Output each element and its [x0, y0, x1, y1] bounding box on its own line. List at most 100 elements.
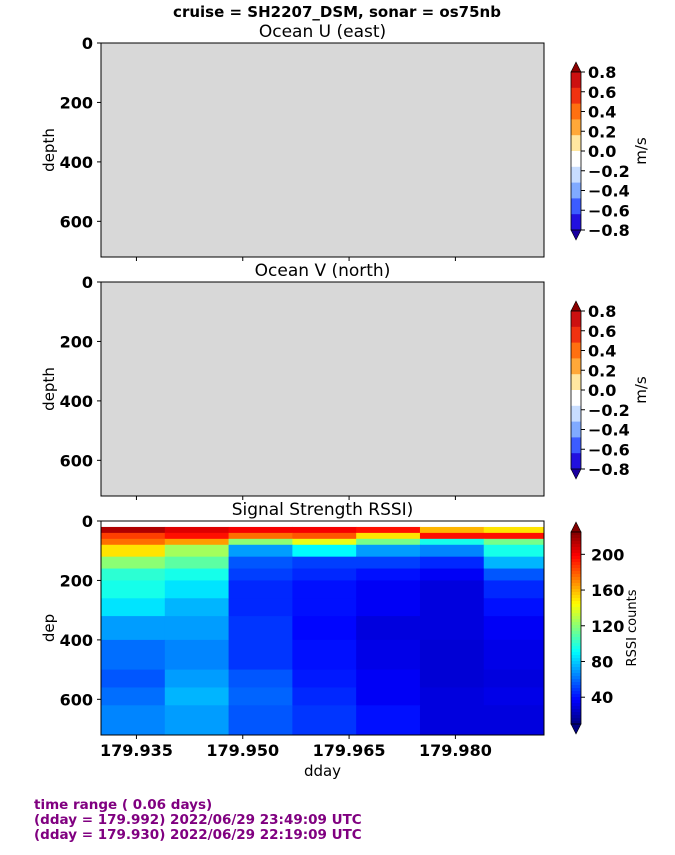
y-tick-label: 600 — [60, 690, 93, 709]
rssi-cell — [164, 616, 230, 641]
colorbar-band — [571, 661, 581, 665]
rssi-cell — [292, 687, 357, 706]
rssi-cell — [356, 687, 421, 706]
colorbar-tick-label: 0.4 — [588, 342, 616, 361]
rssi-cell — [292, 580, 357, 599]
y-tick-label: 400 — [60, 153, 93, 172]
colorbar-band — [571, 679, 581, 683]
rssi-cell — [356, 639, 421, 671]
x-tick-label: 179.980 — [419, 741, 492, 760]
x-axis-label: dday — [304, 762, 341, 780]
colorbar-band — [571, 634, 581, 638]
x-tick-label: 179.965 — [313, 741, 386, 760]
colorbar-band — [571, 374, 581, 391]
rssi-cell — [292, 532, 357, 540]
colorbar-band — [571, 198, 581, 215]
rssi-cell — [164, 669, 230, 688]
rssi-cell — [164, 598, 230, 617]
colorbar-band — [571, 598, 581, 602]
rssi-cell — [483, 669, 545, 688]
colorbar-extend-max — [570, 61, 582, 73]
colorbar-band — [571, 691, 581, 695]
plot-area-no-data — [101, 282, 544, 496]
colorbar-band — [571, 556, 581, 560]
rssi-cell — [164, 544, 230, 558]
rssi-cell — [483, 556, 545, 570]
colorbar-band — [571, 342, 581, 359]
rssi-cell — [292, 705, 357, 736]
colorbar-tick-label: −0.2 — [588, 162, 630, 181]
y-tick-label: 0 — [82, 512, 93, 531]
rssi-cell — [419, 580, 485, 599]
rssi-cell — [228, 669, 293, 688]
rssi-cell — [164, 568, 230, 581]
colorbar-tick-label: −0.4 — [588, 421, 630, 440]
plot-frame — [100, 42, 545, 258]
colorbar-band — [571, 586, 581, 590]
rssi-cell — [419, 598, 485, 617]
colorbar-extend-min — [570, 229, 582, 241]
rssi-cell — [228, 556, 293, 570]
colorbar-band — [571, 553, 581, 557]
rssi-cell — [101, 538, 166, 546]
colorbar-band — [571, 562, 581, 566]
colorbar-band — [571, 721, 581, 725]
colorbar-band — [571, 72, 581, 89]
rssi-cell — [419, 669, 485, 688]
rssi-cell — [292, 544, 357, 558]
colorbar-band — [571, 547, 581, 551]
rssi-cell — [356, 532, 421, 540]
colorbar-band — [571, 390, 581, 407]
x-tick-label: 179.950 — [206, 741, 279, 760]
colorbar-label: RSSI counts — [625, 589, 640, 666]
colorbar-band — [571, 358, 581, 375]
colorbar-tick-label: 40 — [591, 688, 613, 707]
rssi-cell — [356, 598, 421, 617]
rssi-cell — [228, 544, 293, 558]
rssi-cell — [483, 538, 545, 546]
colorbar-tick-label: 0.8 — [588, 302, 616, 321]
rssi-cell — [483, 532, 545, 540]
rssi-cell — [292, 598, 357, 617]
rssi-cell — [483, 526, 545, 534]
rssi-cell — [419, 687, 485, 706]
rssi-cell — [101, 544, 166, 558]
rssi-cell — [292, 526, 357, 534]
rssi-cell — [101, 532, 166, 540]
colorbar-frame — [570, 531, 582, 725]
y-tick-label: 600 — [60, 212, 93, 231]
rssi-cell — [101, 687, 166, 706]
colorbar-band — [571, 87, 581, 104]
colorbar-band — [571, 694, 581, 698]
colorbar-tick-label: −0.4 — [588, 182, 630, 201]
y-tick-label: 600 — [60, 451, 93, 470]
rssi-cell — [164, 526, 230, 534]
rssi-cell — [228, 532, 293, 540]
colorbar-band — [571, 622, 581, 626]
suptitle: cruise = SH2207_DSM, sonar = os75nb — [173, 3, 501, 21]
colorbar-band — [571, 673, 581, 677]
rssi-cell — [483, 580, 545, 599]
colorbar-tick-label: −0.8 — [588, 460, 630, 479]
colorbar-band — [571, 571, 581, 575]
colorbar-tick-label: 0.8 — [588, 63, 616, 82]
rssi-cell — [228, 639, 293, 671]
rssi-cell — [419, 556, 485, 570]
plot-frame — [100, 520, 545, 736]
rssi-cell — [483, 639, 545, 671]
colorbar-band — [571, 577, 581, 581]
rssi-cell — [356, 580, 421, 599]
colorbar-band — [571, 658, 581, 662]
colorbar-band — [571, 652, 581, 656]
rssi-cell — [419, 639, 485, 671]
colorbar-band — [571, 405, 581, 422]
rssi-cell — [101, 616, 166, 641]
colorbar-band — [571, 712, 581, 716]
rssi-cell — [292, 556, 357, 570]
rssi-cell — [101, 526, 166, 534]
colorbar-band — [571, 706, 581, 710]
y-tick-label: 0 — [82, 34, 93, 53]
rssi-cell — [292, 538, 357, 546]
colorbar-band — [571, 574, 581, 578]
rssi-cell — [483, 616, 545, 641]
